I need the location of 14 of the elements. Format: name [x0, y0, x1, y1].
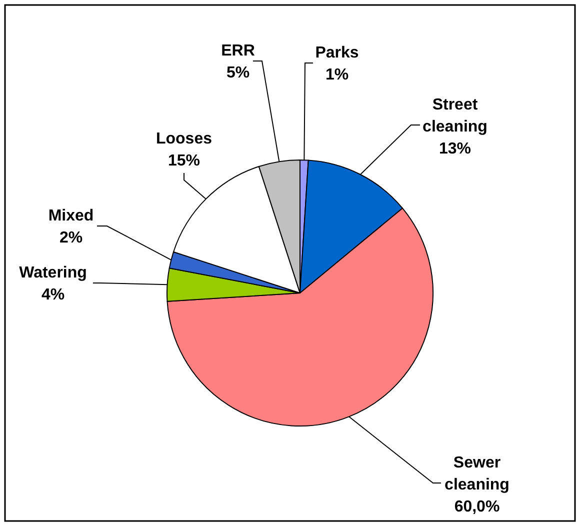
data-label: 15%	[168, 152, 200, 170]
slice-label: Watering	[19, 264, 87, 282]
slice-label: ERR	[221, 42, 256, 60]
slice-label: Street cleaning	[422, 96, 488, 136]
slice-label: Sewer cleaning	[444, 454, 510, 494]
data-label: 2%	[59, 230, 83, 247]
slice-label: Mixed	[48, 208, 94, 225]
data-label: 13%	[438, 140, 472, 158]
slice-label: Looses	[156, 130, 212, 148]
data-label: 1%	[325, 66, 349, 84]
slice-label: Parks	[315, 44, 359, 62]
data-label: 5%	[226, 64, 250, 82]
data-label: 60,0%	[454, 498, 500, 516]
data-label: 4%	[41, 286, 65, 304]
